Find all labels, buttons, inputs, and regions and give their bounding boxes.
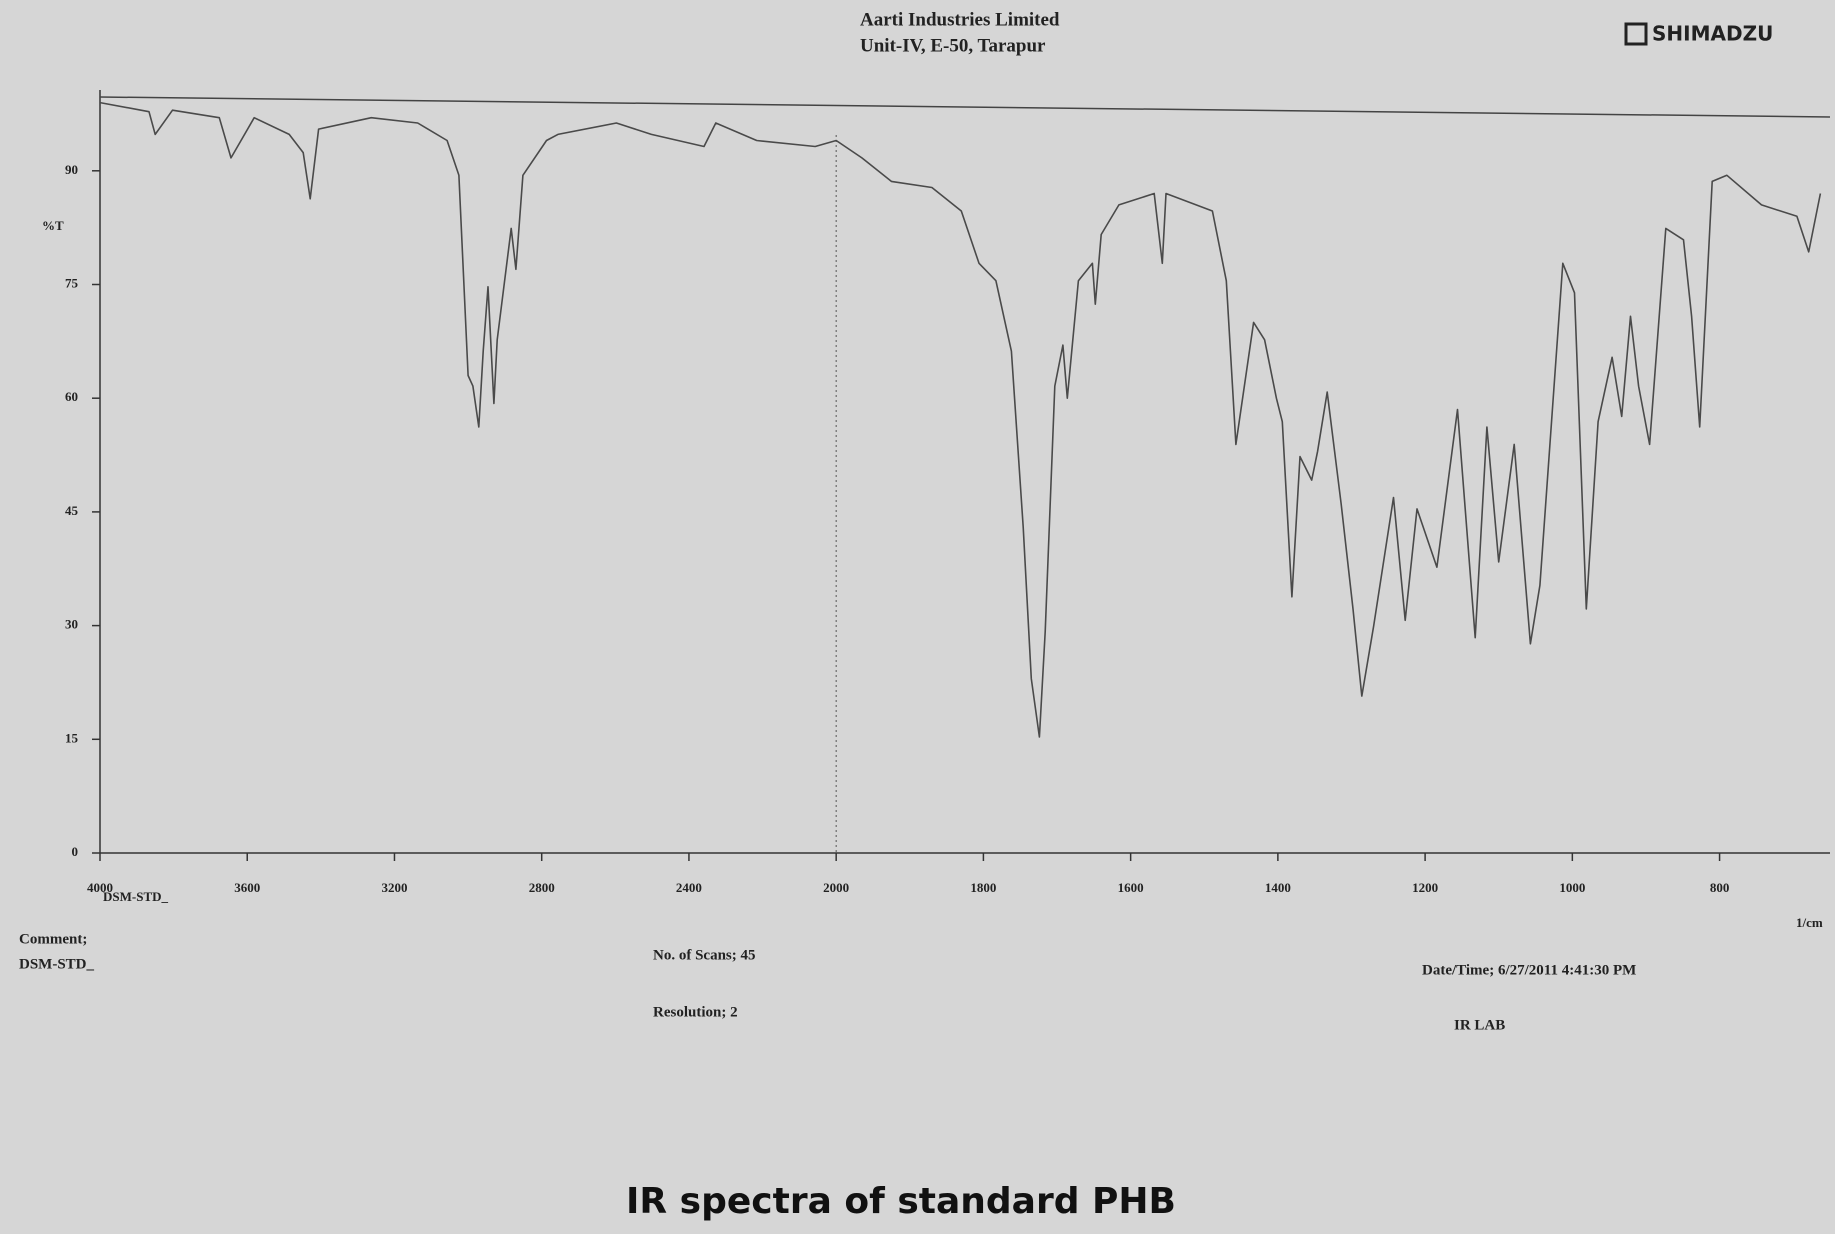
annotation: Date/Time; 6/27/2011 4:41:30 PM [1422,962,1636,978]
annotation: Resolution; 2 [653,1004,738,1020]
annotation: DSM-STD_ [19,956,95,972]
y-tick-label: 75 [65,275,79,290]
x-tick-label: 2400 [676,880,702,895]
y-axis-label: %T [42,218,64,233]
x-tick-label: 1800 [970,880,996,895]
brand: SHIMADZU [1652,22,1773,46]
x-tick-label: 3600 [234,880,260,895]
annotation: Comment; [19,931,87,947]
x-tick-label: 1200 [1412,880,1438,895]
x-tick-label: 2800 [529,880,555,895]
spectrum-line [99,101,1822,738]
y-tick-label: 45 [65,503,79,518]
y-tick-label: 90 [65,162,78,177]
x-tick-label: 1400 [1265,880,1291,895]
annotation: No. of Scans; 45 [653,947,756,963]
header-line: Unit-IV, E-50, Tarapur [860,35,1046,56]
x-tick-label: 4000 [87,880,113,895]
x-tick-label: 3200 [381,880,407,895]
chart-title: IR spectra of standard PHB [626,1181,1176,1222]
y-tick-label: 15 [65,730,79,745]
y-tick-label: 0 [72,844,79,859]
sample-label: DSM-STD_ [103,889,169,904]
annotation: IR LAB [1454,1017,1505,1033]
header-line: Aarti Industries Limited [860,9,1060,30]
y-tick-label: 30 [65,617,78,632]
x-tick-label: 1000 [1559,880,1585,895]
brand-logo [1624,22,1648,46]
x-tick-label: 1600 [1118,880,1144,895]
x-tick-label: 2000 [823,880,849,895]
x-axis-label: 1/cm [1796,915,1823,930]
y-tick-label: 60 [65,389,78,404]
top-line [99,96,1831,118]
x-tick-label: 800 [1710,880,1730,895]
